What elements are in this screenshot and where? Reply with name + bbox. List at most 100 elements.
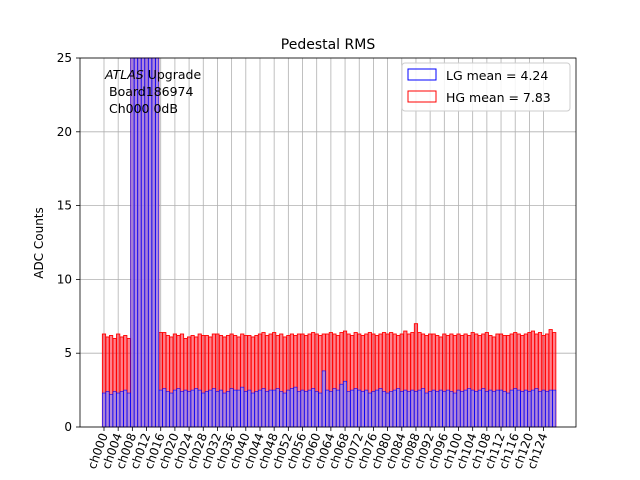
lg-bar xyxy=(165,391,170,428)
lg-bar xyxy=(403,389,408,428)
lg-bar xyxy=(293,386,298,428)
lg-bar xyxy=(332,388,337,428)
lg-bar xyxy=(194,388,199,428)
lg-bar xyxy=(268,389,273,428)
lg-bar xyxy=(105,391,110,428)
lg-bar xyxy=(371,391,376,428)
legend-lg-label: LG mean = 4.24 xyxy=(446,68,548,83)
lg-bar xyxy=(180,391,184,428)
lg-bar xyxy=(204,391,209,428)
lg-bar xyxy=(112,391,117,428)
lg-bar xyxy=(197,389,202,428)
annotation-atlas: ATLAS xyxy=(104,67,144,82)
lg-bar xyxy=(282,392,287,428)
lg-bar xyxy=(523,389,528,428)
lg-bar xyxy=(499,389,503,428)
lg-bar xyxy=(449,391,454,428)
lg-bar xyxy=(169,392,174,428)
lg-bar xyxy=(258,389,262,428)
lg-bar xyxy=(158,389,163,428)
lg-bar xyxy=(382,391,386,428)
lg-bar xyxy=(183,389,188,428)
lg-bar xyxy=(375,389,379,428)
lg-bar xyxy=(321,370,326,428)
lg-bar xyxy=(311,388,316,428)
lg-bar xyxy=(176,388,181,428)
lg-bar xyxy=(548,389,553,428)
lg-bar xyxy=(484,391,489,428)
lg-bar xyxy=(318,392,323,428)
lg-bar xyxy=(392,389,397,428)
lg-bar xyxy=(250,392,255,428)
lg-bar xyxy=(527,391,532,428)
y-tick-label: 10 xyxy=(57,272,72,286)
lg-bar xyxy=(279,391,284,428)
lg-bar xyxy=(470,389,475,428)
legend-hg-swatch xyxy=(407,90,437,103)
lg-bar xyxy=(492,391,496,428)
lg-bar xyxy=(545,391,550,428)
lg-bar xyxy=(236,389,241,428)
lg-bar xyxy=(389,391,394,428)
lg-bar xyxy=(516,389,521,428)
lg-bar xyxy=(399,391,404,428)
lg-bar xyxy=(417,389,422,428)
lg-bar xyxy=(467,388,472,428)
lg-bar xyxy=(360,391,365,428)
lg-bar xyxy=(385,392,390,428)
lg-bar xyxy=(513,388,518,428)
lg-bar xyxy=(339,383,344,428)
lg-bar xyxy=(222,392,227,428)
lg-bar xyxy=(421,388,425,428)
lg-bar xyxy=(506,392,511,428)
lg-bar xyxy=(275,388,280,428)
lg-bar xyxy=(367,392,372,428)
y-axis: 0 5 10 15 20 25 xyxy=(57,51,80,434)
lg-bar xyxy=(410,389,415,428)
lg-bar xyxy=(438,389,443,428)
lg-bar xyxy=(265,391,270,428)
lg-bar xyxy=(307,389,312,428)
lg-bar xyxy=(229,388,234,428)
lg-bar xyxy=(538,391,542,428)
lg-bar xyxy=(116,392,121,428)
lg-bar xyxy=(314,391,319,428)
lg-bar xyxy=(431,389,436,428)
lg-bar xyxy=(123,389,128,428)
lg-bar xyxy=(460,391,464,428)
lg-bar xyxy=(428,391,433,428)
lg-bar xyxy=(488,389,493,428)
lg-bar xyxy=(350,389,355,428)
lg-bar xyxy=(261,388,266,428)
lg-bar xyxy=(378,388,383,428)
lg-bar xyxy=(502,391,507,428)
lg-bar xyxy=(208,389,213,428)
lg-bar xyxy=(481,388,486,428)
lg-bar xyxy=(435,391,440,428)
lg-bar xyxy=(346,391,351,428)
lg-bar xyxy=(353,388,358,428)
lg-bar xyxy=(187,391,192,428)
lg-bar xyxy=(357,389,362,428)
lg-bar xyxy=(240,386,245,428)
lg-bar xyxy=(254,391,259,428)
lg-bar xyxy=(172,389,177,428)
lg-bar xyxy=(102,392,106,428)
lg-bar xyxy=(162,388,167,428)
lg-bar xyxy=(414,391,418,428)
lg-bar xyxy=(474,391,479,428)
lg-bar xyxy=(364,389,369,428)
lg-bar xyxy=(509,389,514,428)
lg-bar xyxy=(520,391,525,428)
annotation-upgrade: Upgrade xyxy=(144,67,202,82)
svg-text:ATLAS Upgrade: ATLAS Upgrade xyxy=(104,67,201,82)
y-tick-label: 0 xyxy=(64,420,72,434)
lg-bar xyxy=(477,389,482,428)
lg-bar xyxy=(233,389,238,428)
lg-bar xyxy=(272,389,277,428)
y-tick-label: 15 xyxy=(57,199,72,213)
lg-bar xyxy=(442,391,447,428)
lg-bar xyxy=(286,389,291,428)
y-axis-label: ADC Counts xyxy=(32,207,46,279)
